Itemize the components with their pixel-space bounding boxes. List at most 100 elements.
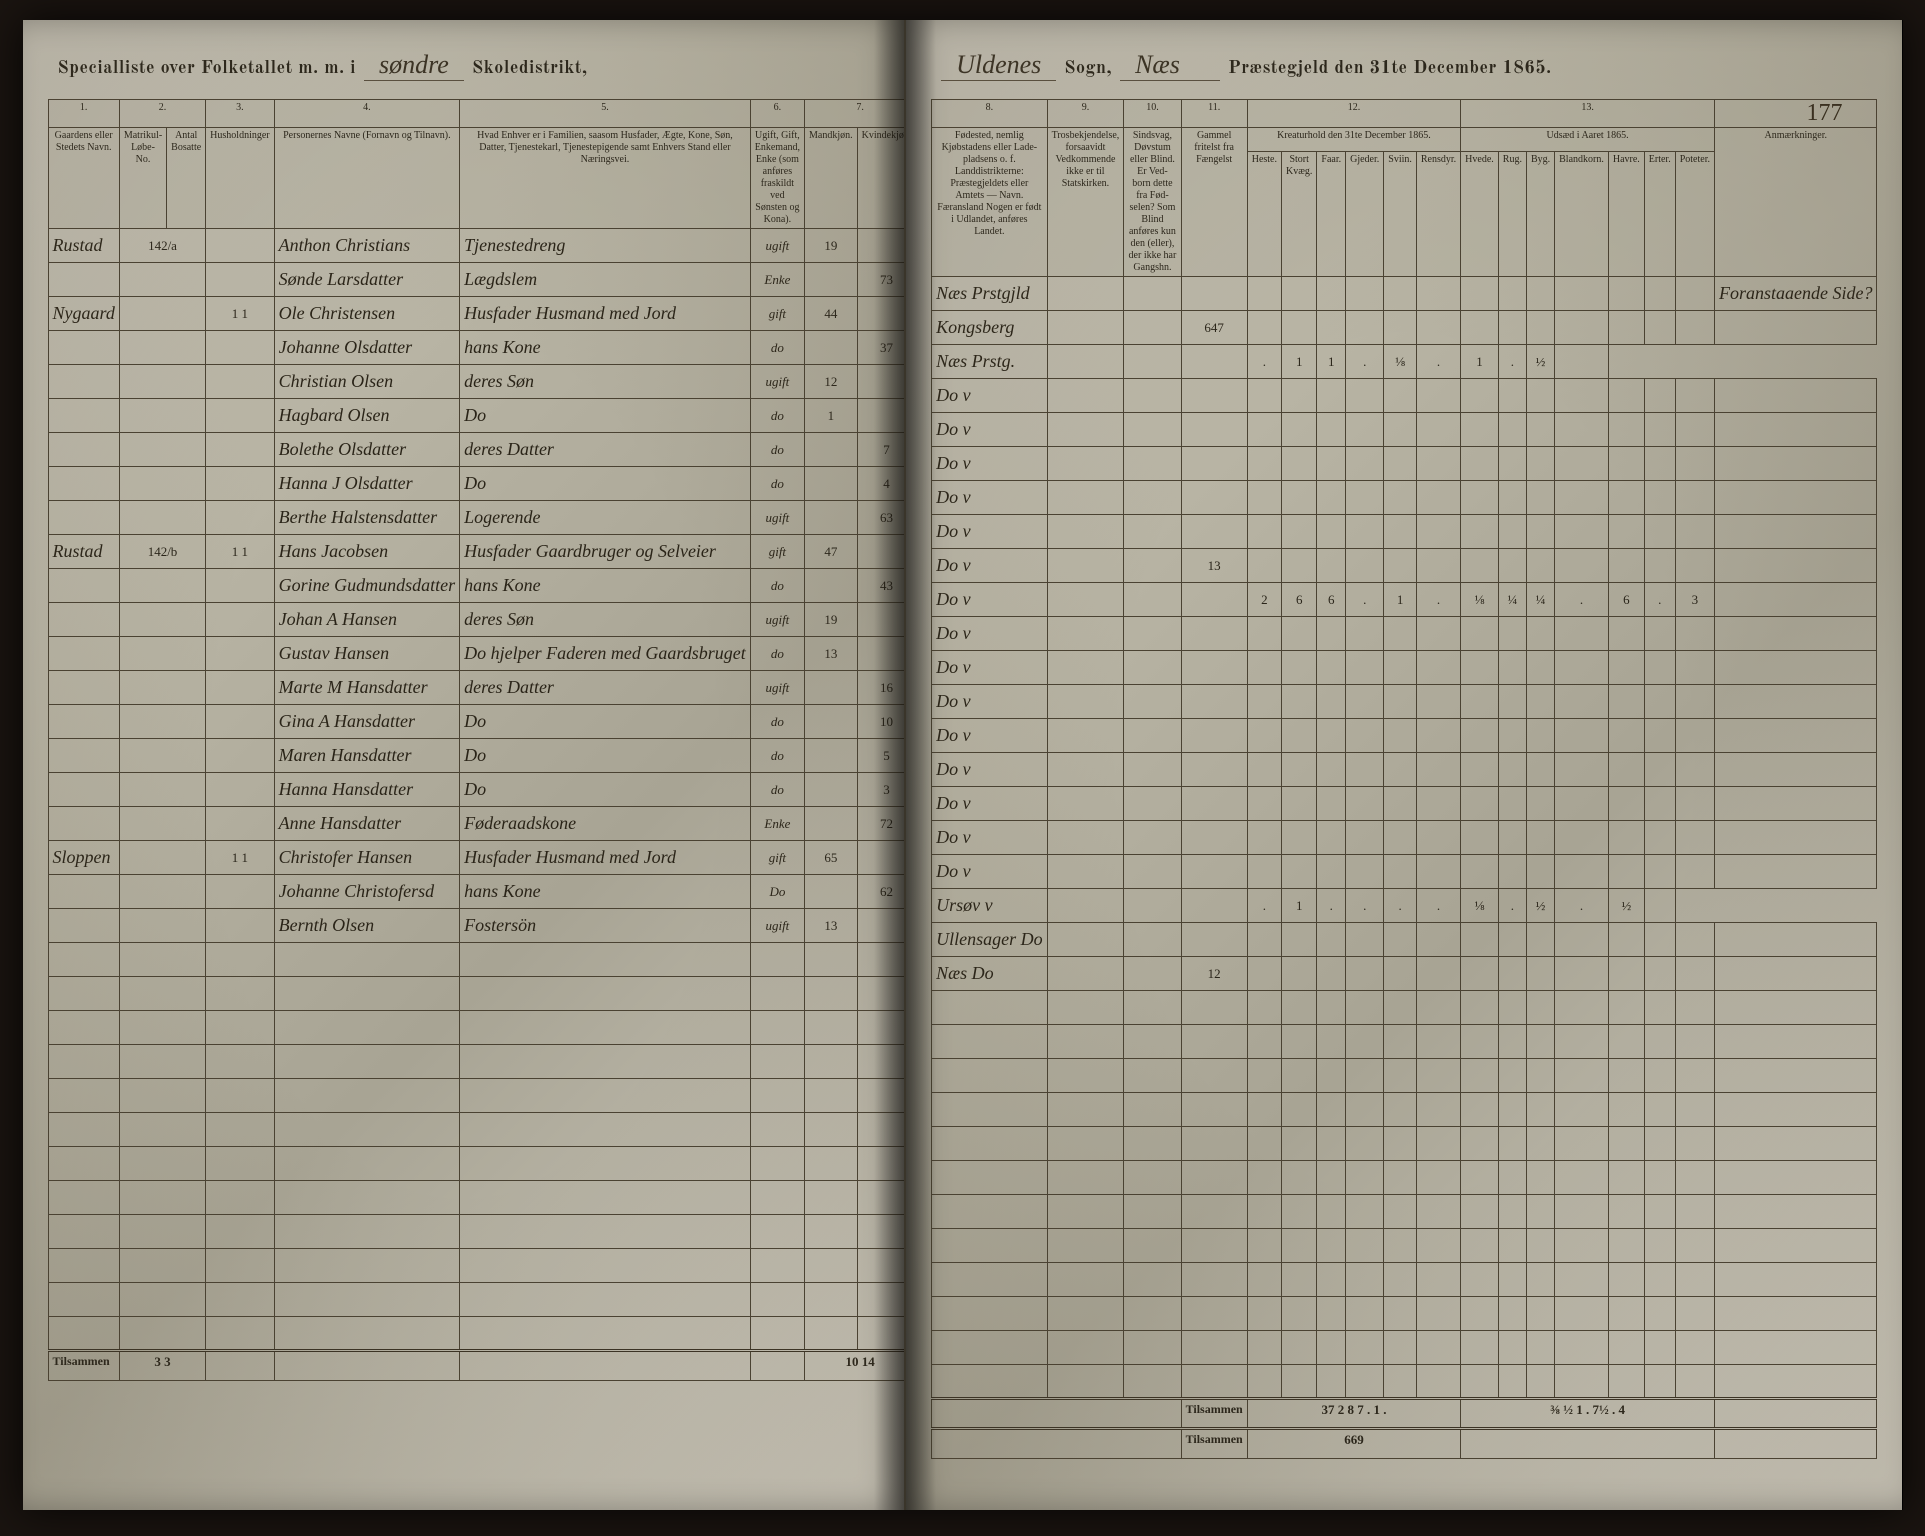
sub-header: Heste. <box>1247 152 1281 277</box>
col11-cell <box>1181 617 1247 651</box>
table-row: Marte M Hansdatterderes Datterugift16 <box>48 671 906 705</box>
sub-header: Stort Kvæg. <box>1282 152 1317 277</box>
livestock-cell <box>1317 957 1346 991</box>
remarks-cell <box>1715 753 1877 787</box>
person-name: Hans Jacobsen <box>274 535 460 569</box>
livestock-cell <box>1416 821 1460 855</box>
farm-name <box>48 671 119 705</box>
sub-header-group-row: Fødested, nemlig Kjøbstadens eller Lade-… <box>932 128 1877 152</box>
family-position: Do <box>460 773 751 807</box>
table-row: Berthe HalstensdatterLogerendeugift63 <box>48 501 906 535</box>
livestock-cell: . <box>1384 889 1417 923</box>
livestock-cell <box>1416 379 1460 413</box>
livestock-cell <box>1317 651 1346 685</box>
religion-cell <box>1047 447 1124 481</box>
livestock-cell <box>1282 379 1317 413</box>
seed-cell <box>1644 481 1675 515</box>
age-female: 37 <box>857 331 906 365</box>
empty-row <box>932 1195 1877 1229</box>
livestock-cell <box>1247 617 1281 651</box>
livestock-cell <box>1416 753 1460 787</box>
empty-row <box>48 1113 906 1147</box>
livestock-cell <box>1317 719 1346 753</box>
seed-cell <box>1608 481 1644 515</box>
seed-cell <box>1555 957 1609 991</box>
disability-cell <box>1124 311 1181 345</box>
mnr-cell <box>119 875 205 909</box>
age-female: 72 <box>857 807 906 841</box>
seed-cell <box>1526 413 1554 447</box>
mnr-cell <box>119 705 205 739</box>
sub-header: Kvindekjøn. <box>857 128 906 229</box>
livestock-cell <box>1247 685 1281 719</box>
seed-cell <box>1526 447 1554 481</box>
totals-cell: 37 2 8 7 . 1 . <box>1247 1399 1460 1429</box>
col11-cell: 647 <box>1181 311 1247 345</box>
age-male: 19 <box>805 603 858 637</box>
seed-cell <box>1461 821 1499 855</box>
seed-cell: 1 <box>1461 345 1499 379</box>
seed-cell: . <box>1555 583 1609 617</box>
table-row: Do v <box>932 481 1877 515</box>
mnr-cell: 142/b <box>119 535 205 569</box>
totals-cell: 10 14 <box>805 1351 907 1381</box>
disability-cell <box>1124 957 1181 991</box>
livestock-cell <box>1317 685 1346 719</box>
marital-status: do <box>750 705 804 739</box>
seed-cell <box>1461 923 1499 957</box>
age-female: 73 <box>857 263 906 297</box>
livestock-cell: 6 <box>1282 583 1317 617</box>
livestock-cell <box>1346 855 1384 889</box>
empty-row <box>932 1331 1877 1365</box>
marital-status: do <box>750 739 804 773</box>
remarks-cell <box>1715 855 1877 889</box>
disability-cell <box>1124 413 1181 447</box>
religion-cell <box>1047 787 1124 821</box>
table-row: Hanna J OlsdatterDodo4 <box>48 467 906 501</box>
family-position: deres Datter <box>460 433 751 467</box>
totals-cell: 3 3 <box>119 1351 205 1381</box>
seed-cell <box>1644 549 1675 583</box>
col-num: 4. <box>274 100 460 128</box>
empty-row <box>48 1215 906 1249</box>
remarks-cell <box>1644 889 1675 923</box>
col-num: 2. <box>119 100 205 128</box>
religion-cell <box>1047 583 1124 617</box>
seed-cell: ½ <box>1526 889 1554 923</box>
age-male: 12 <box>805 365 858 399</box>
birthplace: Do v <box>932 379 1048 413</box>
seed-cell <box>1526 549 1554 583</box>
age-male <box>805 467 858 501</box>
seed-cell <box>1498 719 1526 753</box>
table-row: Næs Prstg..11.⅛.1.½ <box>932 345 1877 379</box>
person-name: Gustav Hansen <box>274 637 460 671</box>
livestock-cell <box>1317 447 1346 481</box>
seed-cell <box>1498 413 1526 447</box>
sub-header: Mandkjøn. <box>805 128 858 229</box>
seed-cell <box>1461 617 1499 651</box>
family-position: Husfader Husmand med Jord <box>460 297 751 331</box>
livestock-cell <box>1247 481 1281 515</box>
right-header: Uldenes Sogn, Næs Præstegjeld den 31te D… <box>931 50 1877 81</box>
disability-cell <box>1124 753 1181 787</box>
marital-status: ugift <box>750 501 804 535</box>
age-male <box>805 501 858 535</box>
sub-header: Erter. <box>1644 152 1675 277</box>
religion-cell <box>1047 923 1124 957</box>
col-num: 3. <box>206 100 274 128</box>
farm-name <box>48 773 119 807</box>
birthplace: Do v <box>932 583 1048 617</box>
livestock-cell <box>1282 821 1317 855</box>
right-ledger-table: 8. 9. 10. 11. 12. 13. Fødested, nemlig K… <box>931 99 1877 1459</box>
mnr-cell <box>119 501 205 535</box>
table-row: Nygaard1 1Ole ChristensenHusfader Husman… <box>48 297 906 331</box>
household-cell <box>206 773 274 807</box>
livestock-cell <box>1247 855 1281 889</box>
religion-cell <box>1047 889 1124 923</box>
seed-cell <box>1498 651 1526 685</box>
table-row: Ullensager Do <box>932 923 1877 957</box>
seed-cell <box>1644 311 1675 345</box>
livestock-cell <box>1384 787 1417 821</box>
mnr-cell <box>119 739 205 773</box>
livestock-cell <box>1384 311 1417 345</box>
